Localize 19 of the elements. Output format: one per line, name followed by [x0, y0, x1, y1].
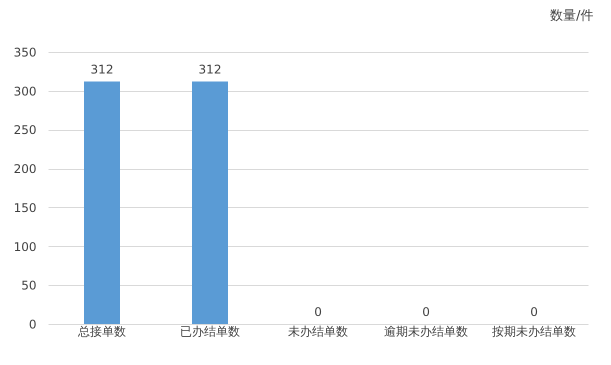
y-tick-label: 150 [14, 200, 36, 215]
data-label: 312 [90, 62, 114, 77]
x-tick-label: 未办结单数 [288, 324, 348, 338]
y-tick-label: 250 [14, 123, 36, 138]
data-label: 0 [314, 305, 322, 319]
y-axis-title: 数量/件 [550, 8, 594, 24]
y-tick-label: 200 [14, 162, 36, 176]
y-tick-label: 100 [14, 240, 36, 254]
data-label: 312 [198, 62, 222, 77]
x-tick-label: 总接单数 [77, 324, 126, 338]
y-tick-label: 50 [21, 278, 36, 293]
x-tick-label: 按期未办结单数 [492, 324, 576, 338]
x-tick-label: 逾期未办结单数 [384, 324, 468, 338]
data-label: 0 [530, 305, 538, 319]
y-tick-label: 0 [28, 318, 36, 332]
y-tick-label: 300 [14, 84, 36, 98]
y-tick-label: 350 [14, 46, 36, 60]
data-label: 0 [422, 305, 430, 319]
x-tick-label: 已办结单数 [180, 324, 240, 338]
